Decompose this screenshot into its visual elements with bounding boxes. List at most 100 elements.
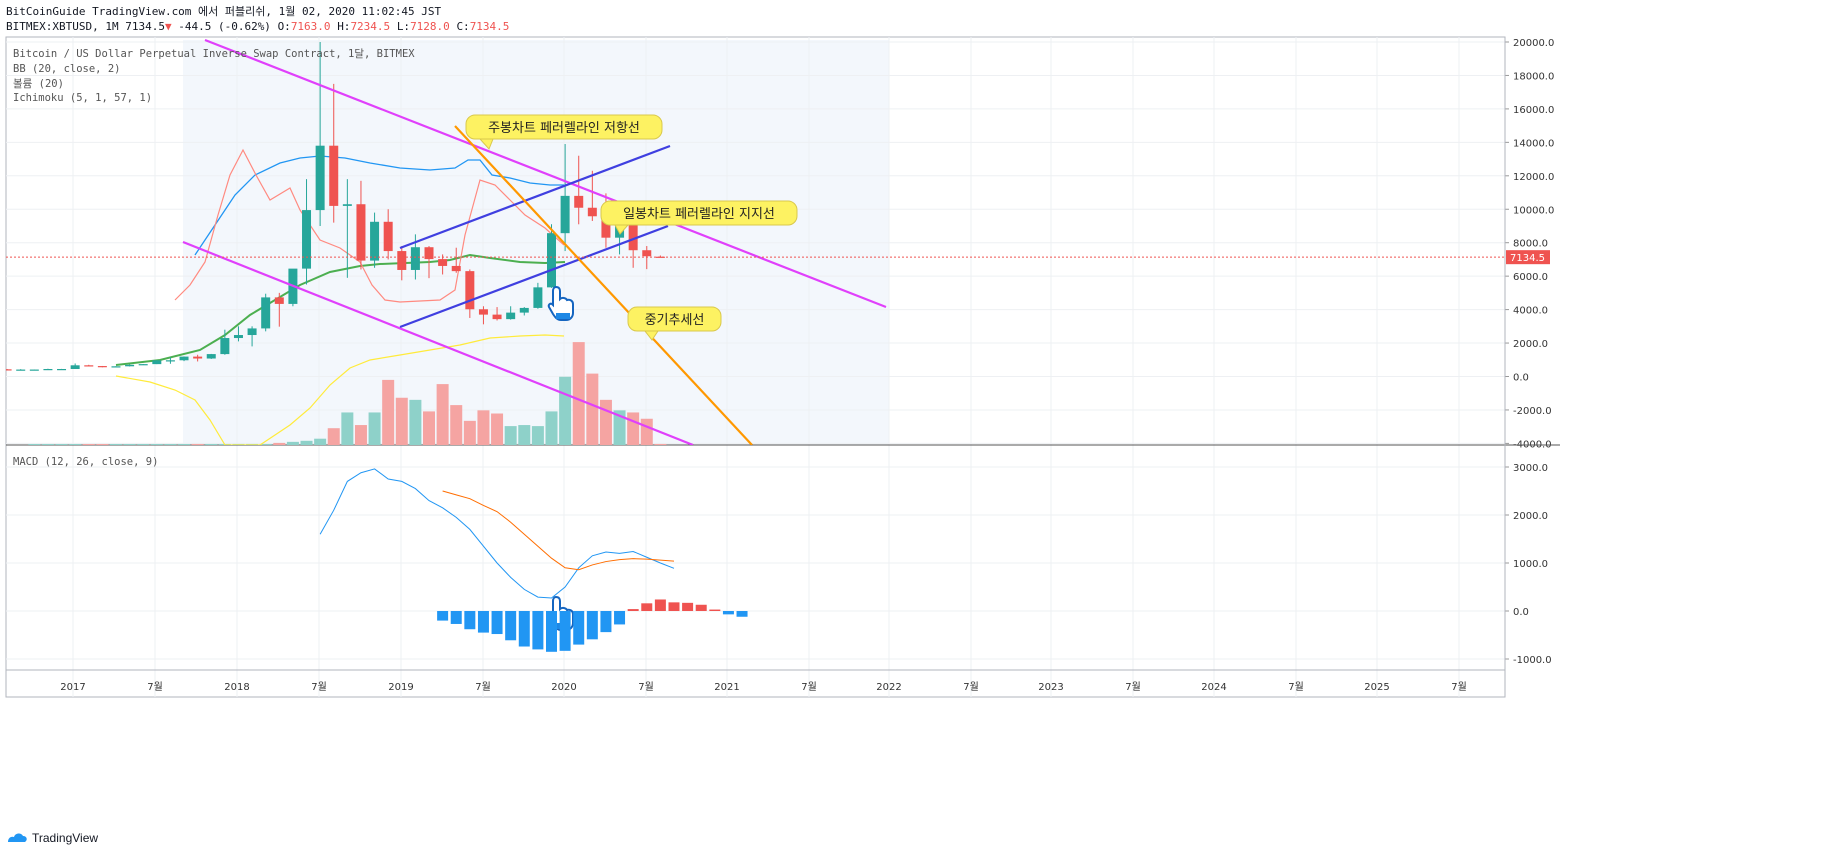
- candle-body: [274, 297, 284, 304]
- candle-body: [138, 364, 148, 366]
- macd-histogram-bar: [464, 611, 476, 630]
- macd-histogram-bar: [682, 602, 694, 611]
- mid-trend-callout-text: 중기추세선: [645, 313, 705, 328]
- candle-body: [179, 356, 189, 361]
- daily-support-callout-text: 일봉차트 페러렐라인 지지선: [623, 207, 775, 222]
- macd-histogram-bar: [450, 611, 462, 624]
- volume-bar: [109, 444, 122, 445]
- volume-bar: [423, 411, 436, 445]
- macd-histogram-bar: [546, 611, 557, 652]
- x-tick-label: 2017: [60, 682, 85, 693]
- volume-ma-line: [115, 334, 565, 445]
- candle-body: [43, 369, 53, 371]
- x-tick-label: 2021: [714, 682, 739, 693]
- volume-bar: [273, 442, 286, 445]
- price-pane: [6, 38, 887, 445]
- macd-histogram-bar: [695, 604, 707, 611]
- volume-bar: [382, 379, 395, 445]
- volume-bar: [395, 397, 408, 445]
- volume-bar: [341, 412, 354, 445]
- x-tick-label: 7월: [638, 681, 654, 693]
- volume-bar: [599, 399, 612, 445]
- volume-bar: [41, 444, 54, 445]
- candle-body: [410, 247, 420, 270]
- macd-histogram-bar: [722, 611, 734, 615]
- macd-histogram-bar: [491, 611, 503, 635]
- macd-signal-line: [442, 490, 675, 571]
- upper-channel-line: [204, 38, 887, 309]
- volume-bar: [178, 444, 191, 445]
- high-label: H:: [337, 20, 351, 33]
- candle-body: [506, 312, 516, 320]
- candle-body: [383, 221, 393, 252]
- candle-body: [628, 223, 638, 251]
- high-value: 7234.5: [350, 20, 391, 33]
- volume-bar: [286, 441, 299, 445]
- volume-bar: [531, 426, 544, 445]
- volume-bar: [627, 412, 640, 445]
- candle-body: [560, 195, 570, 234]
- mid-trend-callout: 중기추세선: [627, 306, 722, 341]
- y-tick-label: 20000.0: [1513, 38, 1554, 49]
- volume-bar: [654, 443, 667, 445]
- candle-body: [29, 369, 39, 371]
- change-value: -44.5 (-0.62%): [178, 20, 271, 33]
- volume-bar: [504, 426, 517, 445]
- x-tick-label: 2018: [224, 682, 249, 693]
- open-value: 7163.0: [290, 20, 331, 33]
- y-tick-label: 8000.0: [1513, 239, 1548, 250]
- macd-histogram-bar: [654, 599, 666, 611]
- x-tick-label: 2020: [551, 682, 576, 693]
- volume-bar: [586, 373, 599, 445]
- candle-body: [206, 354, 216, 359]
- x-tick-label: 7월: [963, 681, 979, 693]
- macd-y-tick-label: -1000.0: [1513, 655, 1552, 666]
- volume-bar: [518, 425, 531, 445]
- volume-bar: [82, 444, 95, 445]
- candle-body: [57, 369, 67, 371]
- price-tag: [1506, 250, 1550, 265]
- macd-histogram-bar: [532, 611, 544, 650]
- candle-body: [574, 195, 584, 208]
- macd-histogram-bar: [477, 611, 489, 633]
- candle-body: [533, 287, 543, 308]
- footer-brand: TradingView: [32, 831, 99, 845]
- macd-y-tick-label: 0.0: [1513, 607, 1529, 618]
- ohlc-line: BITMEX:XBTUSD, 1M 7134.5▼ -44.5 (-0.62%)…: [6, 19, 509, 34]
- candle-body: [261, 297, 271, 329]
- volume-bar: [354, 425, 367, 445]
- candle-body: [16, 369, 26, 371]
- y-tick-label: 12000.0: [1513, 172, 1554, 183]
- y-tick-label: -2000.0: [1513, 406, 1552, 417]
- candle-body: [6, 369, 12, 371]
- candle-body: [220, 338, 230, 355]
- lower-channel-line: [182, 240, 694, 445]
- candle-body: [193, 356, 203, 359]
- x-tick-label: 2023: [1038, 682, 1063, 693]
- candle-body: [438, 259, 448, 266]
- upper-blue-channel-line: [399, 144, 671, 250]
- volume-bar: [436, 384, 449, 445]
- x-tick-label: 2025: [1364, 682, 1389, 693]
- candle-body: [233, 335, 243, 339]
- candle-body: [478, 309, 488, 315]
- macd-histogram-bar: [709, 609, 721, 611]
- volume-bar: [123, 444, 136, 445]
- volume-bar: [314, 438, 327, 445]
- tradingview-logo-icon: [8, 833, 27, 842]
- x-tick-label: 7월: [801, 681, 817, 693]
- symbol-label: BITMEX:XBTUSD, 1M: [6, 20, 119, 33]
- candle-body: [84, 365, 94, 367]
- legend-bb: BB (20, close, 2): [13, 63, 120, 75]
- volume-bar: [259, 443, 272, 445]
- macd-y-tick-label: 1000.0: [1513, 559, 1548, 570]
- volume-bar: [28, 444, 41, 445]
- y-tick-label: 4000.0: [1513, 306, 1548, 317]
- candle-body: [370, 221, 380, 261]
- bollinger-band-line: [194, 155, 564, 256]
- macd-line: [319, 468, 675, 599]
- candle-body: [492, 314, 502, 320]
- candle-body: [111, 366, 121, 368]
- volume-bar: [191, 443, 204, 445]
